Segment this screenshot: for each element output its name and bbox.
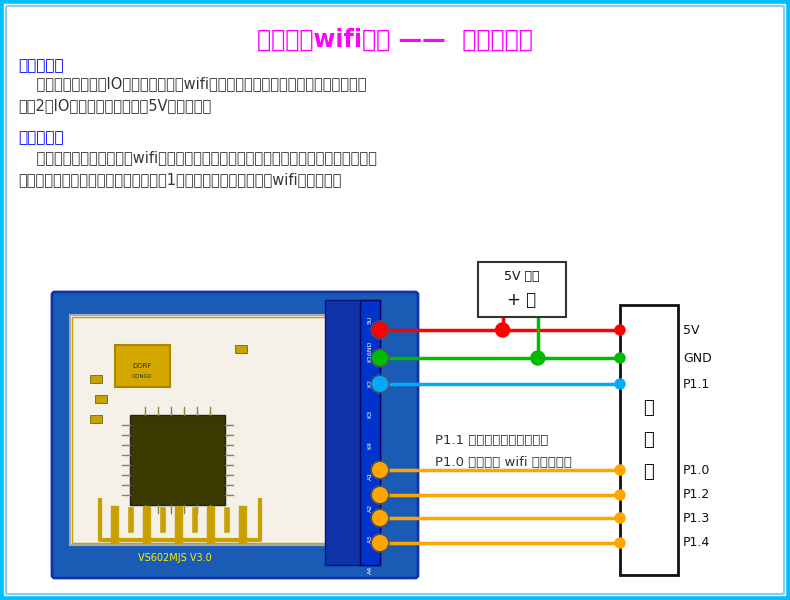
FancyBboxPatch shape [130,415,225,505]
FancyBboxPatch shape [235,345,247,353]
FancyBboxPatch shape [90,415,102,423]
Circle shape [373,323,387,337]
Text: P1.0 口为获取 wifi 的高低电平: P1.0 口为获取 wifi 的高低电平 [435,455,572,469]
Circle shape [373,377,387,391]
FancyBboxPatch shape [115,345,170,387]
Text: + －: + － [507,291,536,309]
Text: K4: K4 [367,441,373,449]
Circle shape [373,488,387,502]
Text: P1.3: P1.3 [683,511,710,524]
Text: K16ND: K16ND [367,340,373,362]
Text: 此组合单片机可通过获取wifi模块的输出口高低电平情况，从而给单片机设备实现远程: 此组合单片机可通过获取wifi模块的输出口高低电平情况，从而给单片机设备实现远程 [18,150,377,165]
Text: 单片机与wifi模块 ——  实物连接图: 单片机与wifi模块 —— 实物连接图 [257,28,533,52]
Text: P1.4: P1.4 [683,536,710,550]
FancyBboxPatch shape [6,6,784,594]
Text: P1.1: P1.1 [683,377,710,391]
FancyBboxPatch shape [478,262,566,317]
Text: 组合作用：: 组合作用： [18,130,64,145]
Text: GND: GND [683,352,712,364]
Text: DORF: DORF [132,363,152,369]
Circle shape [373,351,387,365]
Circle shape [531,351,545,365]
Text: A4: A4 [367,566,373,574]
Text: 5V: 5V [683,323,699,337]
FancyBboxPatch shape [95,395,107,403]
Text: K2: K2 [367,379,373,386]
FancyBboxPatch shape [325,300,380,565]
Circle shape [615,538,625,548]
Text: GONG0: GONG0 [132,373,152,379]
Circle shape [615,353,625,363]
FancyBboxPatch shape [360,300,380,565]
Text: A2: A2 [367,503,373,512]
Text: P1.0: P1.0 [683,463,710,476]
Circle shape [373,463,387,477]
Text: P1.2: P1.2 [683,488,710,502]
Text: 此组合采用单片机IO口连接方式，即wifi模块的输出口和配对键口分别与单片机的: 此组合采用单片机IO口连接方式，即wifi模块的输出口和配对键口分别与单片机的 [18,76,367,91]
Circle shape [373,511,387,525]
Circle shape [495,323,510,337]
Text: 控制功能。相当于手机远程给了单片机1个信号，给单片机加上了wifi控制功能。: 控制功能。相当于手机远程给了单片机1个信号，给单片机加上了wifi控制功能。 [18,172,341,187]
Text: P1.1 口为控制进入配对状态: P1.1 口为控制进入配对状态 [435,433,548,446]
Circle shape [615,490,625,500]
Circle shape [615,325,625,335]
FancyBboxPatch shape [620,305,678,575]
Text: A1: A1 [367,472,373,481]
Text: VS602MJS V3.0: VS602MJS V3.0 [138,553,212,563]
Text: K3: K3 [367,410,373,418]
Text: A3: A3 [367,535,373,543]
Text: 单

片

机: 单 片 机 [644,399,654,481]
Text: 任意2个IO口链接，然后都接上5V电源即可。: 任意2个IO口链接，然后都接上5V电源即可。 [18,98,211,113]
Circle shape [373,536,387,550]
Text: 5V 电源: 5V 电源 [504,269,540,283]
Circle shape [615,465,625,475]
FancyBboxPatch shape [70,315,330,545]
Text: 接线原理：: 接线原理： [18,58,64,73]
FancyBboxPatch shape [52,292,418,578]
Text: 5U: 5U [367,316,373,324]
Circle shape [615,379,625,389]
FancyBboxPatch shape [90,375,102,383]
Circle shape [615,513,625,523]
